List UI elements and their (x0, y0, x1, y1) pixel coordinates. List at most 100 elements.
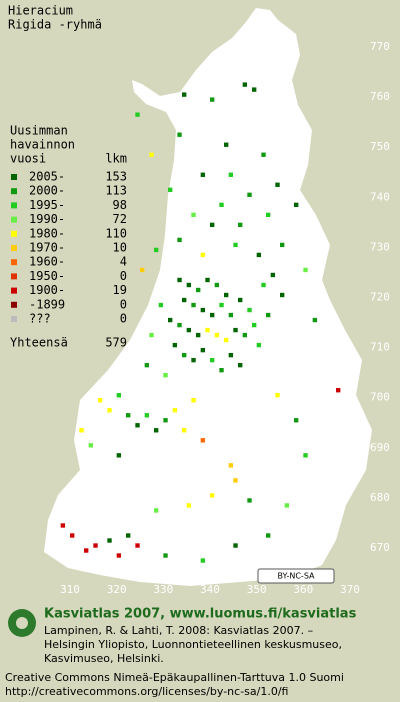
observation-square (266, 212, 271, 218)
legend-count: 0 (120, 297, 127, 311)
y-tick-label: 680 (370, 491, 390, 504)
observation-square (177, 132, 182, 137)
license-url[interactable]: http://creativecommons.org/licenses/by-n… (5, 685, 288, 698)
x-tick-label: 370 (340, 583, 360, 596)
observation-square (242, 82, 248, 87)
citation: Helsingin Yliopisto, Luonnontieteellinen… (44, 638, 342, 651)
observation-square (224, 142, 229, 147)
observation-square (275, 182, 280, 187)
y-tick-label: 710 (370, 341, 390, 354)
observation-square (172, 408, 178, 413)
observation-square (191, 302, 196, 308)
observation-square (60, 523, 66, 528)
observation-square (144, 362, 150, 368)
legend-swatch (11, 188, 17, 195)
observation-square (252, 87, 257, 92)
observation-square (168, 187, 173, 192)
observation-square (266, 312, 271, 318)
observation-square (144, 413, 150, 418)
x-tick-label: 350 (247, 583, 267, 596)
observation-square (200, 558, 206, 563)
legend-period: 1990- (29, 212, 65, 226)
legend-header: Uusimman (10, 124, 68, 138)
legend-count: 98 (113, 198, 127, 212)
observation-square (219, 302, 224, 308)
legend-period: 1970- (29, 241, 65, 255)
y-tick-label: 720 (370, 291, 390, 304)
observation-square (303, 267, 308, 273)
y-tick-label: 760 (370, 90, 390, 103)
legend-count-header: lkm (105, 152, 127, 166)
observation-square (247, 498, 252, 503)
observation-square (177, 322, 182, 328)
observation-square (140, 267, 145, 273)
legend-header: havainnon (10, 138, 75, 152)
observation-square (149, 332, 154, 338)
observation-square (224, 337, 229, 343)
observation-square (200, 347, 206, 353)
y-tick-label: 740 (370, 190, 390, 203)
observation-square (336, 388, 341, 393)
observation-square (312, 317, 318, 323)
observation-square (163, 372, 168, 378)
observation-square (242, 332, 248, 338)
observation-square (163, 418, 168, 423)
observation-square (270, 272, 276, 278)
legend-count: 0 (120, 269, 127, 283)
observation-square (107, 408, 112, 413)
legend-count: 19 (113, 283, 127, 297)
observation-square (70, 533, 75, 538)
observation-square (126, 533, 131, 538)
observation-square (233, 543, 238, 548)
legend-count: 4 (120, 255, 127, 269)
cc-badge-text: BY-NC-SA (277, 572, 315, 581)
observation-square (116, 393, 122, 398)
observation-square (186, 327, 192, 333)
legend-swatch (11, 259, 17, 266)
site-link[interactable]: Kasviatlas 2007, www.luomus.fi/kasviatla… (44, 607, 357, 622)
legend-swatch (11, 174, 17, 180)
observation-square (228, 463, 234, 468)
observation-square (228, 312, 234, 318)
observation-square (219, 367, 224, 373)
observation-square (191, 357, 196, 363)
observation-square (186, 503, 192, 508)
legend-period: 1900- (29, 283, 65, 297)
observation-square (196, 287, 201, 293)
observation-square (168, 317, 173, 323)
legend-count: 10 (113, 241, 127, 255)
observation-square (261, 152, 266, 157)
x-tick-label: 360 (293, 583, 313, 596)
observation-square (294, 202, 299, 208)
observation-square (116, 553, 122, 558)
observation-square (303, 453, 308, 458)
observation-square (256, 342, 262, 348)
x-tick-label: 340 (200, 583, 220, 596)
observation-square (88, 443, 94, 448)
observation-square (210, 357, 215, 363)
observation-square (182, 92, 187, 97)
license: Creative Commons Nimeä-Epäkaupallinen-Ta… (5, 671, 344, 684)
observation-square (200, 172, 206, 177)
observation-square (214, 332, 220, 338)
observation-square (196, 332, 201, 338)
observation-square (224, 292, 229, 298)
observation-square (247, 192, 252, 197)
observation-square (238, 297, 243, 303)
observation-square (135, 112, 140, 117)
logo-center (16, 617, 28, 629)
observation-square (280, 242, 285, 248)
observation-square (191, 212, 196, 218)
observation-square (252, 322, 257, 328)
legend-count: 0 (120, 312, 127, 326)
observation-square (219, 202, 224, 208)
observation-square (149, 152, 154, 157)
legend-swatch (11, 216, 17, 223)
observation-square (284, 503, 290, 508)
observation-square (177, 237, 182, 243)
observation-square (205, 277, 210, 283)
citation: Kasvimuseo, Helsinki. (44, 652, 164, 665)
observation-square (191, 398, 196, 403)
observation-square (200, 307, 206, 313)
